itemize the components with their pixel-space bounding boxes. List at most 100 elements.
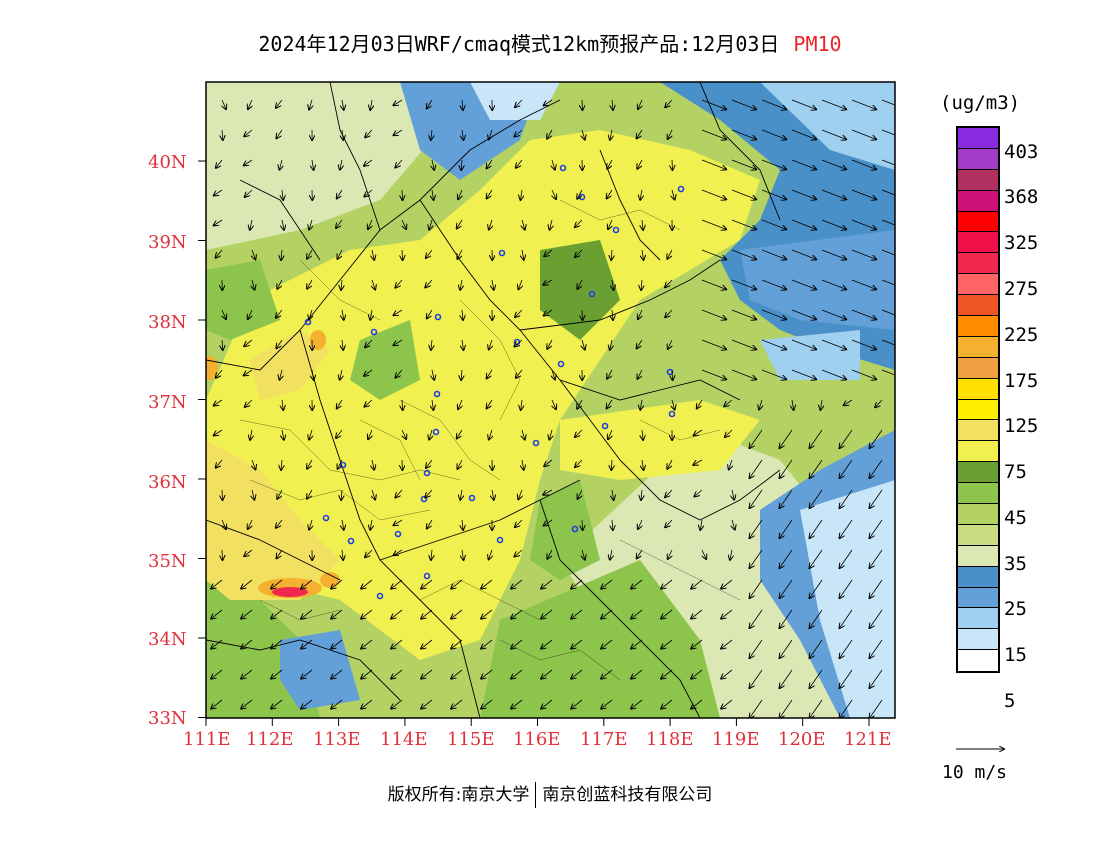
wind-arrow <box>721 669 733 679</box>
lat-label: 38N <box>148 312 187 333</box>
color-bar <box>956 126 1000 674</box>
wind-arrow <box>721 579 733 589</box>
wind-arrow <box>547 549 553 559</box>
wind-arrow <box>462 309 463 320</box>
wind-arrow <box>731 369 756 379</box>
wind-arrow <box>701 159 726 169</box>
wind-arrow <box>750 549 763 568</box>
wind-arrow <box>252 279 255 290</box>
color-bar-cell <box>958 148 998 170</box>
wind-arrow <box>750 489 763 508</box>
wind-arrow <box>301 699 313 709</box>
wind-arrow <box>282 219 284 230</box>
color-bar-cell <box>958 504 998 525</box>
wind-arrow <box>731 309 756 319</box>
wind-arrow <box>844 399 853 405</box>
wind-arrow <box>396 369 403 378</box>
wind-arrow <box>222 339 223 350</box>
wind-arrow <box>481 699 493 709</box>
wind-arrow <box>640 189 642 200</box>
wind-arrow <box>721 699 733 709</box>
wind-arrow <box>821 129 846 139</box>
wind-arrow <box>881 189 895 196</box>
wind-arrow <box>870 459 883 478</box>
cb-label: 175 <box>1004 370 1039 392</box>
wind-arrow <box>780 699 793 718</box>
wind-arrow <box>336 219 343 228</box>
wind-arrow <box>761 159 786 169</box>
wind-arrow <box>691 669 703 679</box>
wind-arrow <box>370 99 372 110</box>
wind-arrow <box>637 129 643 138</box>
lon-label: 116E <box>513 729 561 750</box>
wind-arrow <box>365 399 373 407</box>
wind-arrow <box>211 669 223 679</box>
wind-arrow <box>394 519 403 525</box>
wind-arrow <box>216 249 223 258</box>
wind-arrow <box>724 399 733 406</box>
wind-arrow <box>492 489 494 500</box>
wind-arrow <box>810 579 823 598</box>
sea-bohai-light <box>760 330 860 380</box>
wind-arrow <box>601 579 613 589</box>
wind-arrow <box>840 699 853 718</box>
wind-arrow <box>364 189 373 197</box>
lon-label: 119E <box>712 729 760 750</box>
wind-arrow <box>429 429 432 440</box>
wind-arrow <box>451 609 463 619</box>
wind-arrow <box>281 249 282 260</box>
wind-arrow <box>331 579 343 589</box>
wind-arrow <box>250 429 252 440</box>
color-bar-cell <box>958 566 998 588</box>
wind-arrow <box>661 609 673 619</box>
wind-arrow <box>750 579 763 598</box>
wind-arrow <box>637 339 643 348</box>
wind-arrow <box>514 549 523 557</box>
lat-label: 40N <box>148 152 187 173</box>
wind-arrow <box>541 639 553 649</box>
wind-arrow <box>577 279 582 289</box>
wind-arrow <box>342 129 343 140</box>
wind-arrow <box>612 309 613 320</box>
wind-arrow <box>222 129 223 140</box>
wind-arrow <box>691 579 703 589</box>
wind-arrow <box>282 189 283 200</box>
wind-arrow <box>307 279 313 289</box>
wind-arrow <box>342 519 344 530</box>
wind-arrow <box>761 99 786 109</box>
wind-arrow <box>759 399 762 410</box>
wind-arrow <box>522 429 525 440</box>
wind-arrow <box>575 219 583 227</box>
wind-arrow <box>870 669 883 688</box>
wind-arrow <box>211 609 223 619</box>
wind-arrow <box>697 399 703 409</box>
wind-arrow <box>665 309 673 317</box>
wind-arrow <box>248 99 252 109</box>
wind-arrow <box>608 219 612 229</box>
wind-arrow <box>489 429 492 440</box>
wind-arrow <box>544 309 553 316</box>
wind-arrow <box>672 399 675 410</box>
wind-arrow <box>821 339 846 349</box>
wind-arrow <box>611 459 612 470</box>
wind-arrow <box>607 369 613 379</box>
wind-arrow <box>582 339 585 350</box>
wind-arrow <box>216 459 223 468</box>
wind-arrow <box>691 639 703 649</box>
wind-arrow <box>515 99 523 107</box>
wind-arrow <box>462 129 464 140</box>
wind-arrow <box>870 639 883 658</box>
wind-arrow <box>395 279 403 288</box>
wind-arrow <box>631 699 643 709</box>
wind-arrow <box>578 489 583 499</box>
lat-label: 39N <box>148 232 187 253</box>
wind-arrow <box>571 609 583 619</box>
cb-label: 275 <box>1004 278 1039 300</box>
wind-arrow <box>761 279 786 289</box>
wind-arrow <box>750 609 763 628</box>
wind-arrow <box>307 489 313 499</box>
wind-arrow <box>821 309 846 319</box>
wind-arrow <box>665 489 673 497</box>
wind-arrow <box>361 699 373 709</box>
wind-arrow <box>489 129 492 139</box>
